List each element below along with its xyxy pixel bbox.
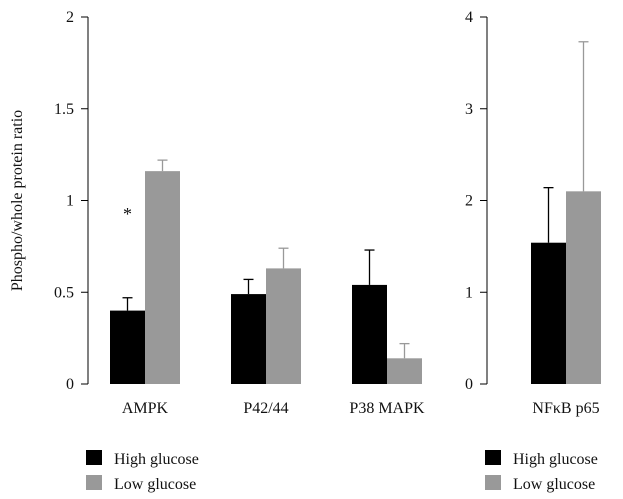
category-label: P42/44 <box>243 400 288 417</box>
legend-swatch <box>86 450 102 465</box>
bar-low-glucose <box>566 191 601 384</box>
left-chart: 0 0.5 1 1.5 2 Phospho/whole protein ratio AMPK… <box>9 9 425 493</box>
legend-swatch <box>485 450 501 465</box>
bar-high-glucose <box>231 294 266 384</box>
bar-low-glucose <box>145 171 180 384</box>
bar-low-glucose <box>387 358 422 384</box>
y-tick-label: 3 <box>465 101 473 118</box>
y-tick-label: 4 <box>465 9 473 26</box>
bar-high-glucose <box>531 242 566 384</box>
legend-swatch <box>86 475 102 490</box>
legend-label: Low glucose <box>513 476 595 493</box>
y-tick-label: 2 <box>465 193 473 210</box>
bar-high-glucose <box>110 310 145 384</box>
y-tick-label: 1 <box>66 193 74 210</box>
y-tick-label: 0 <box>66 376 74 393</box>
y-tick-label: 2 <box>66 9 74 26</box>
category-label: NFκB p65 <box>532 400 599 417</box>
legend-label: High glucose <box>114 451 199 468</box>
y-tick-label: 1 <box>465 284 473 301</box>
significance-marker: * <box>123 204 132 224</box>
legend-label: High glucose <box>513 451 598 468</box>
y-tick-label: 0.5 <box>54 284 74 301</box>
category-label: P38 MAPK <box>349 400 425 417</box>
bar-high-glucose <box>352 284 387 384</box>
y-tick-label: 1.5 <box>54 101 74 118</box>
bar-low-glucose <box>266 268 301 384</box>
legend-label: Low glucose <box>114 476 196 493</box>
y-tick-label: 0 <box>465 376 473 393</box>
legend-swatch <box>485 475 501 490</box>
right-chart: 0 1 2 3 4 NFκB p65 High glucose Low glucose <box>465 9 601 493</box>
category-label: AMPK <box>122 400 169 417</box>
y-axis-label: Phospho/whole protein ratio <box>9 110 26 291</box>
